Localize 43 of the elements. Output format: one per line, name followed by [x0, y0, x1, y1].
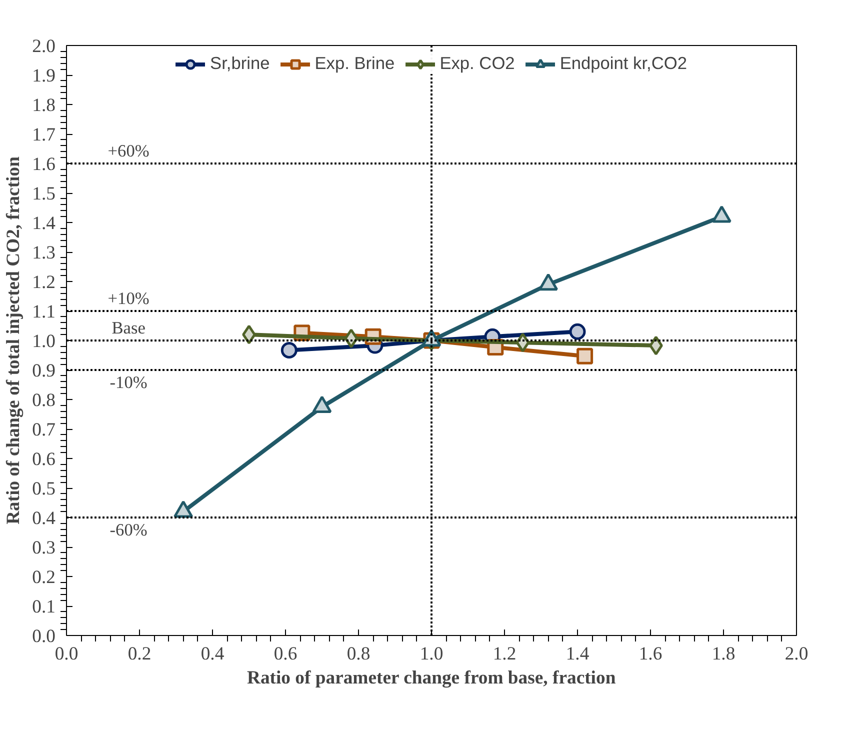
legend-label: Endpoint kr,CO2: [560, 53, 687, 74]
y-tick-label: 1.6: [32, 154, 56, 175]
annotation: +60%: [108, 142, 150, 160]
x-tick-label: 2.0: [784, 644, 808, 664]
y-tick-label: 0.6: [32, 449, 56, 470]
y-tick-label: 0.1: [32, 596, 56, 618]
y-tick-label: 1.5: [32, 184, 56, 204]
y-axis-title: Ratio of change of total injected CO2, fraction: [3, 156, 24, 524]
x-tick-label: 0.6: [274, 644, 298, 664]
y-tick-label: 0.2: [32, 567, 56, 588]
x-tick-label: 1.8: [712, 644, 736, 664]
x-tick-label: 1.4: [566, 644, 590, 664]
y-tick-label: 0.5: [32, 478, 56, 500]
x-tick-label: 1.0: [420, 644, 444, 664]
y-tick-label: 0.0: [32, 626, 56, 647]
y-tick-label: 0.3: [32, 538, 56, 558]
y-tick-label: 1.2: [32, 272, 56, 293]
y-tick-label: 0.8: [32, 390, 56, 411]
legend-label: Sr,brine: [210, 53, 270, 74]
y-tick-label: 2.0: [32, 36, 56, 57]
x-tick-label: 1.2: [492, 644, 516, 664]
y-tick-label: 1.4: [32, 213, 56, 234]
annotation: -60%: [110, 520, 148, 540]
x-tick-label: 0.4: [200, 644, 225, 664]
y-tick-label: 1.9: [32, 66, 56, 86]
x-tick-label: 0.8: [346, 644, 370, 664]
y-tick-label: 0.9: [32, 360, 56, 382]
legend-label: Exp. Brine: [314, 53, 395, 74]
annotation: Base: [112, 318, 146, 338]
y-tick-label: 0.7: [32, 420, 56, 440]
legend-label: Exp. CO2: [440, 53, 515, 74]
y-tick-label: 1.0: [32, 331, 56, 352]
x-axis-title: Ratio of parameter change from base, fraction: [246, 668, 616, 688]
y-tick-label: 1.7: [32, 124, 56, 146]
x-tick-label: 0.2: [128, 644, 152, 664]
y-tick-label: 1.3: [32, 242, 56, 264]
y-tick-label: 1.1: [32, 302, 56, 322]
annotation: -10%: [110, 373, 148, 392]
x-tick-label: 0.0: [54, 644, 78, 664]
x-tick-label: 1.6: [638, 644, 662, 664]
annotation: +10%: [108, 289, 150, 308]
y-tick-label: 0.4: [32, 508, 56, 529]
y-tick-label: 1.8: [32, 95, 56, 116]
